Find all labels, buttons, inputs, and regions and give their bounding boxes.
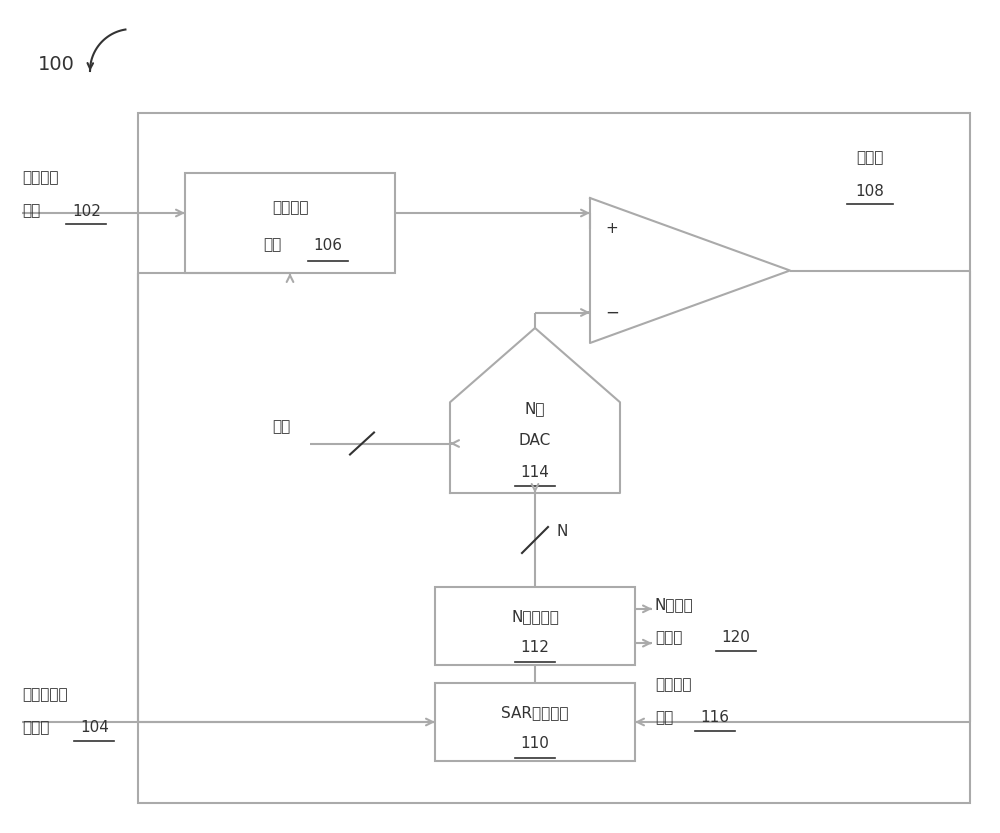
- Text: 模拟输入: 模拟输入: [22, 171, 58, 186]
- Text: N比特数: N比特数: [655, 597, 694, 612]
- Text: 104: 104: [80, 721, 109, 736]
- Bar: [435, 683, 635, 761]
- Bar: [138, 113, 970, 803]
- Text: 信号: 信号: [655, 711, 673, 726]
- Text: −: −: [605, 303, 619, 322]
- Text: 信号: 信号: [22, 203, 40, 218]
- Text: 112: 112: [521, 641, 549, 656]
- Bar: [435, 587, 635, 665]
- Text: 电路: 电路: [263, 237, 281, 252]
- Text: 114: 114: [521, 465, 549, 480]
- Text: 比较器: 比较器: [856, 151, 884, 166]
- Text: 120: 120: [721, 631, 750, 646]
- Text: 钟信号: 钟信号: [22, 721, 49, 736]
- Text: N位: N位: [525, 401, 545, 416]
- Text: 参考: 参考: [272, 420, 290, 435]
- Text: 跟踪保持: 跟踪保持: [272, 201, 308, 216]
- Text: N: N: [557, 525, 568, 540]
- Bar: [185, 173, 395, 273]
- Text: 字信号: 字信号: [655, 631, 682, 646]
- Text: 100: 100: [38, 55, 75, 74]
- Text: 外部采样时: 外部采样时: [22, 687, 68, 702]
- Text: 106: 106: [314, 237, 342, 252]
- Text: +: +: [606, 221, 618, 236]
- Text: 102: 102: [72, 203, 101, 218]
- Text: 110: 110: [521, 736, 549, 751]
- Text: SAR逻辑电路: SAR逻辑电路: [501, 706, 569, 721]
- Text: N位寄存器: N位寄存器: [511, 609, 559, 624]
- Text: 108: 108: [856, 183, 884, 198]
- Text: 异步时钟: 异步时钟: [655, 677, 692, 692]
- Text: DAC: DAC: [519, 432, 551, 447]
- Text: 116: 116: [700, 711, 729, 726]
